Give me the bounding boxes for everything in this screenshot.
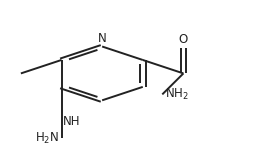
Text: N: N <box>97 32 106 45</box>
Text: H$_2$N: H$_2$N <box>35 130 59 145</box>
Text: NH: NH <box>62 115 80 128</box>
Text: NH$_2$: NH$_2$ <box>165 87 188 102</box>
Text: O: O <box>178 33 187 46</box>
